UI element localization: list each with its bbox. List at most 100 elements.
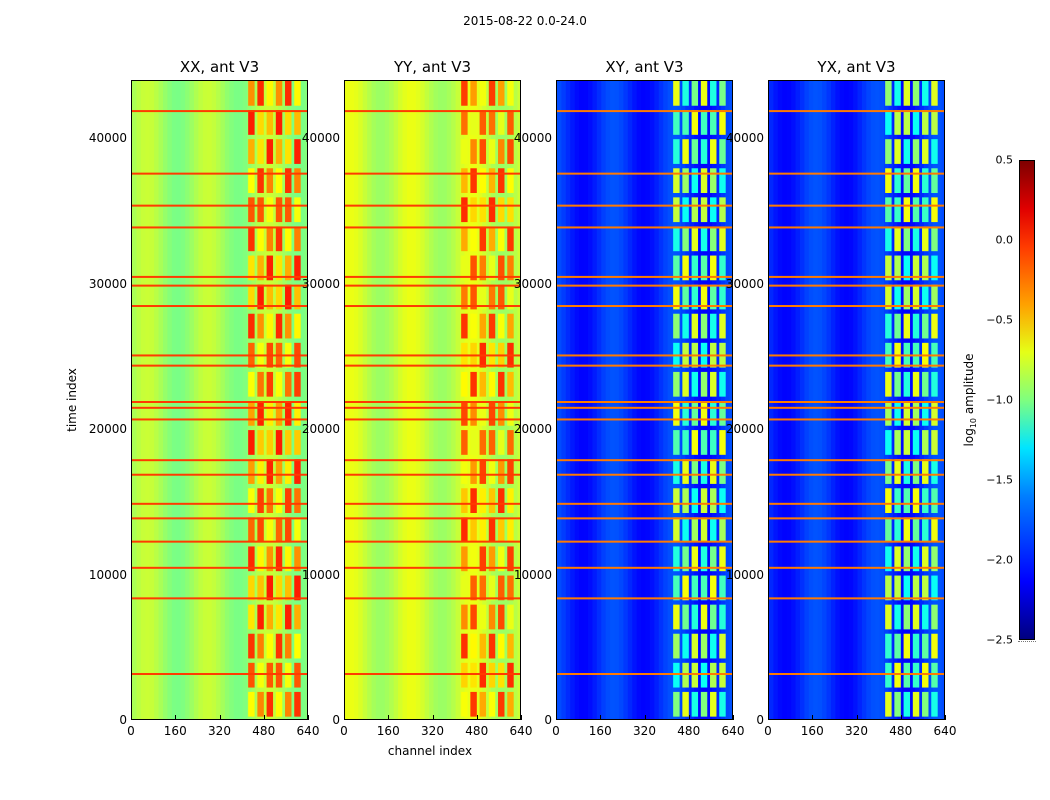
rfi-band-cell [488,255,496,281]
heatmap-column [433,81,439,719]
rfi-band-cell [912,313,920,339]
rfi-band-cell [903,81,911,106]
heatmap-column [229,81,235,719]
rfi-band-cell [903,110,911,135]
x-tick-label: 640 [933,724,957,738]
heatmap-column [574,81,580,719]
heatmap-column [804,81,810,719]
rfi-band-cell [507,168,514,193]
rfi-band-cell [248,517,255,543]
rfi-band-cell [257,81,264,106]
heatmap-column [786,81,792,719]
rfi-band-cell [275,517,283,543]
rfi-band-cell [248,691,255,717]
rfi-band-cell [673,139,680,164]
rfi-band-cell [285,371,292,397]
heatmap-column [919,81,925,719]
rfi-band-cell [931,546,938,572]
rfi-band-cell [903,575,911,601]
colorbar-tick-label: 0.5 [995,153,1014,167]
rfi-band-cell [691,488,699,513]
heatmap-column [167,81,173,719]
rfi-band-cell [498,139,505,164]
rfi-band-cell [912,284,920,310]
rfi-band-cell [461,691,468,717]
flagged-row-line [557,305,732,307]
rfi-band-cell [710,284,717,310]
rfi-band-cell [885,371,892,397]
rfi-band-cell [248,284,255,310]
rfi-band-cell [470,488,477,513]
flagged-row-line [345,226,520,229]
flagged-row-line [769,418,944,421]
heatmap-column [641,81,647,719]
heatmap-column [928,81,934,719]
rfi-band-cell [700,81,708,106]
rfi-band-cell [719,371,726,397]
rfi-band-cell [498,517,505,543]
rfi-band-cell [903,197,911,223]
heatmap-column [782,81,788,719]
rfi-band-cell [719,284,726,310]
x-tick-label: 0 [340,724,348,738]
heatmap-column [861,81,867,719]
rfi-band-cell [931,81,938,106]
rfi-band-cell [507,430,514,455]
rfi-band-cell [498,546,505,572]
rfi-band-cell [470,662,477,688]
flagged-row-line [132,275,307,278]
rfi-band-cell [922,459,929,484]
flagged-row-line [769,364,944,367]
rfi-band-cell [275,110,283,135]
rfi-band-cell [266,197,274,223]
rfi-band-cell [461,430,468,455]
rfi-band-cell [461,371,468,397]
flagged-row-line [132,418,307,421]
rfi-band-cell [700,546,708,572]
rfi-band-cell [266,110,274,135]
rfi-band-cell [479,662,487,688]
rfi-band-cell [461,488,468,513]
rfi-band-cell [903,226,911,252]
rfi-band-cell [479,459,487,484]
colorbar-tick-label: −1.0 [986,393,1013,407]
rfi-band-cell [294,197,301,223]
heatmap-column [442,81,448,719]
rfi-band-cell [673,430,680,455]
rfi-band-cell [682,226,689,252]
rfi-band-cell [479,546,487,572]
heatmap-panel-4 [768,80,945,720]
rfi-band-cell [285,604,292,630]
flagged-row-line [132,354,307,357]
rfi-band-cell [719,546,726,572]
rfi-band-cell [700,604,708,630]
flagged-row-line [557,597,732,600]
rfi-band-cell [682,401,689,426]
rfi-band-cell [691,546,699,572]
heatmap-column [389,81,395,719]
rfi-band-cell [285,284,292,310]
rfi-band-cell [470,430,477,455]
flagged-row-line [769,540,944,543]
flagged-row-line [557,401,732,403]
rfi-band-cell [479,81,487,106]
rfi-band-cell [885,401,892,426]
rfi-band-cell [922,546,929,572]
rfi-band-cell [498,110,505,135]
rfi-band-cell [488,575,496,601]
heatmap-column [477,81,483,719]
rfi-band-cell [248,662,255,688]
rfi-band-cell [691,604,699,630]
rfi-band-cell [488,546,496,572]
y-tick-label: 0 [544,713,552,727]
rfi-band-cell [257,110,264,135]
rfi-band-cell [922,371,929,397]
rfi-band-cell [682,255,689,281]
rfi-band-cell [248,604,255,630]
rfi-band-cell [700,575,708,601]
rfi-band-cell [275,139,283,164]
rfi-band-cell [885,110,892,135]
rfi-band-cell [257,139,264,164]
heatmap-column [282,81,288,719]
heatmap-column [623,81,629,719]
